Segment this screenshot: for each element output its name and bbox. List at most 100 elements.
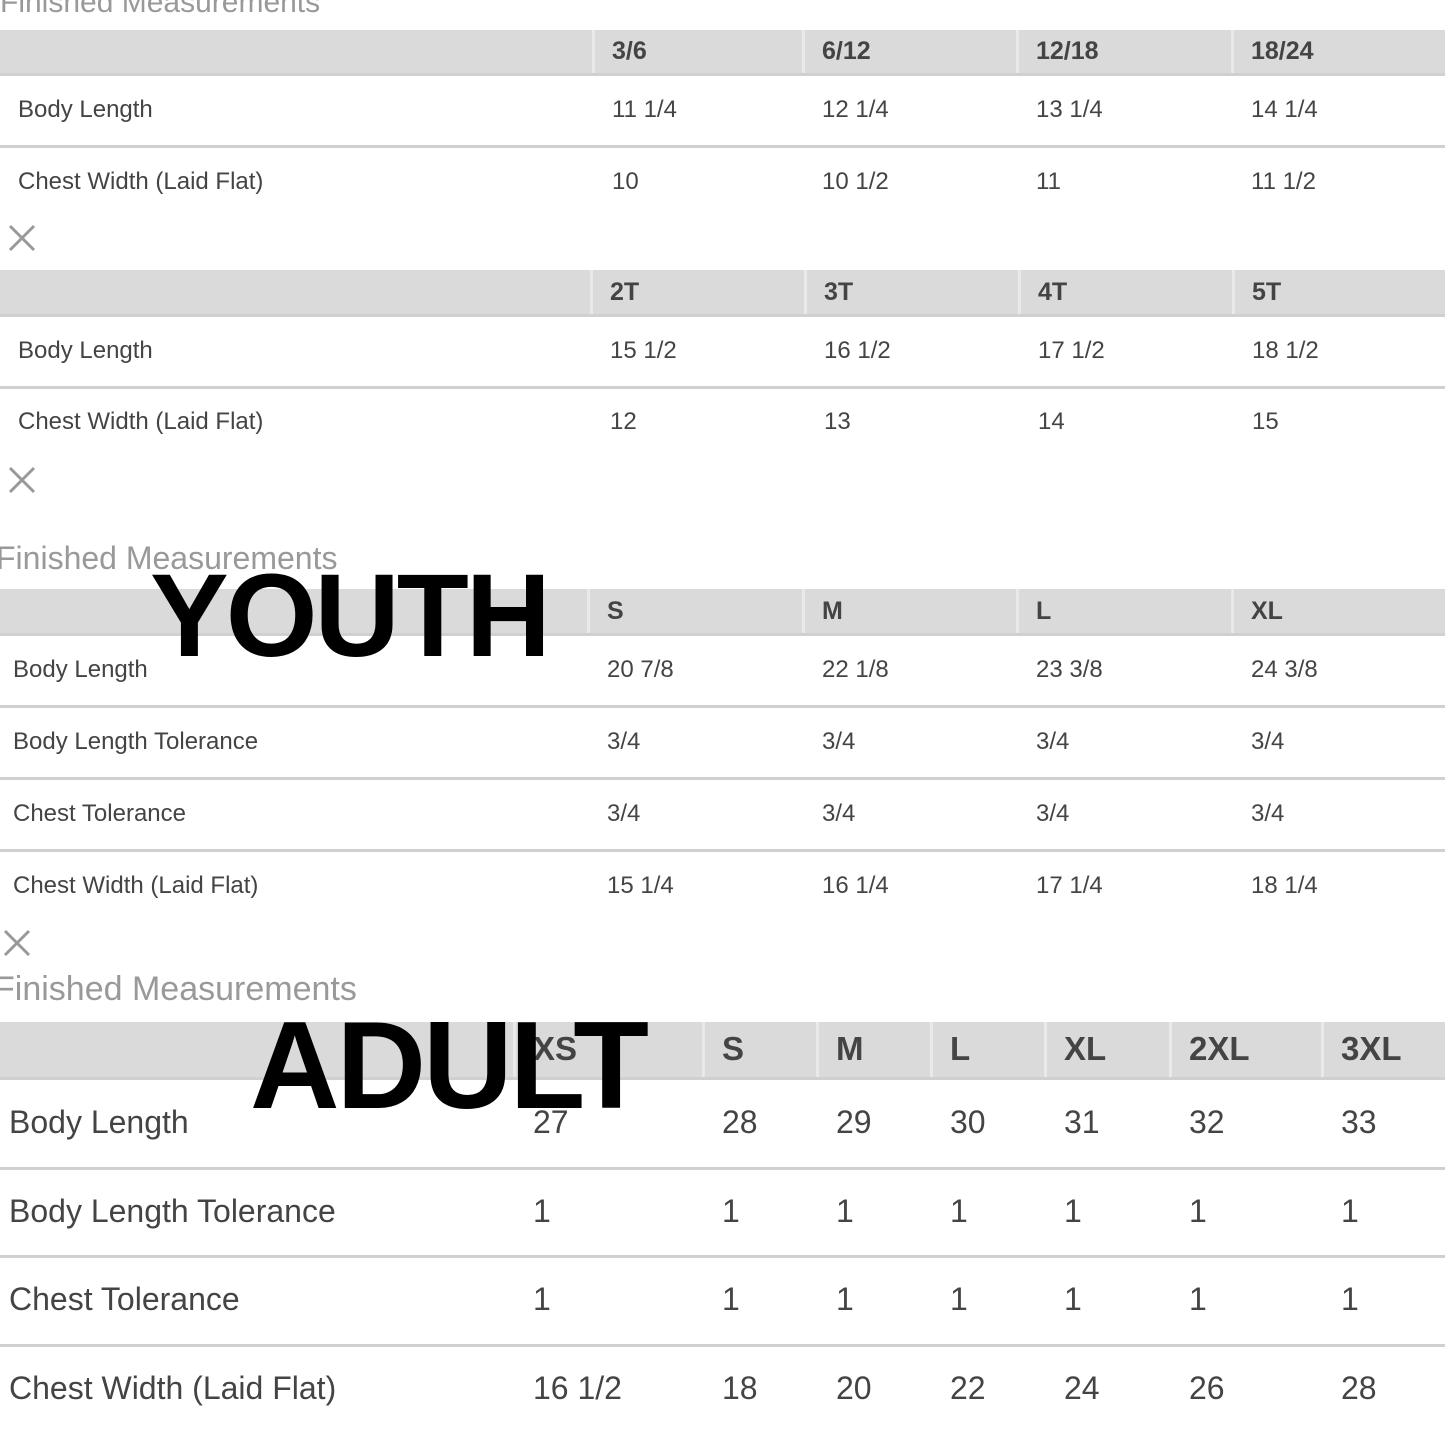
row-rule — [0, 705, 1445, 708]
column-separator — [1018, 270, 1021, 315]
column-separator — [804, 270, 807, 315]
cell-value: 28 — [1341, 1369, 1377, 1406]
overlay-label: ADULT — [250, 997, 649, 1135]
column-separator — [1321, 1022, 1324, 1078]
column-header: L — [950, 1030, 971, 1068]
cell-value: 11 — [1036, 167, 1061, 195]
cell-value: 1 — [1189, 1192, 1207, 1229]
cell-value: 16 1/2 — [533, 1369, 622, 1406]
row-label: Body Length — [18, 336, 153, 364]
cell-value: 22 — [950, 1369, 986, 1406]
cell-value: 26 — [1189, 1369, 1225, 1406]
cell-value: 11 1/2 — [1251, 167, 1316, 195]
column-header: XL — [1251, 596, 1283, 625]
header-band — [0, 270, 1445, 315]
column-header: 12/18 — [1036, 37, 1099, 65]
column-header: 2T — [610, 277, 640, 306]
row-label: Body Length — [9, 1103, 189, 1140]
close-button[interactable] — [8, 466, 36, 494]
cell-value: 28 — [722, 1103, 758, 1140]
close-icon — [8, 224, 36, 252]
cell-value: 24 — [1064, 1369, 1100, 1406]
close-button[interactable] — [8, 224, 36, 252]
column-separator — [590, 270, 593, 315]
cell-value: 16 1/4 — [822, 871, 889, 899]
row-rule — [0, 385, 1445, 389]
column-header: 3/6 — [612, 37, 647, 65]
row-label: Body Length Tolerance — [9, 1192, 336, 1229]
column-header: 4T — [1038, 277, 1068, 306]
column-separator — [513, 1022, 516, 1078]
cell-value: 3/4 — [822, 727, 856, 755]
cell-value: 30 — [950, 1103, 986, 1140]
section-title: Finished Measurements — [0, 970, 357, 1008]
cell-value: 24 3/8 — [1251, 655, 1318, 683]
column-separator — [930, 1022, 933, 1078]
row-rule — [0, 1166, 1445, 1170]
cell-value: 18 1/2 — [1252, 336, 1319, 364]
cell-value: 27 — [533, 1103, 569, 1140]
cell-value: 1 — [836, 1280, 854, 1317]
cell-value: 3/4 — [1036, 727, 1070, 755]
row-rule — [0, 777, 1445, 780]
row-label: Body Length — [18, 95, 153, 123]
cell-value: 1 — [950, 1192, 968, 1229]
column-separator — [1044, 1022, 1047, 1078]
cell-value: 1 — [1189, 1280, 1207, 1317]
cell-value: 16 1/2 — [824, 336, 891, 364]
cell-value: 1 — [1064, 1192, 1082, 1229]
cell-value: 14 1/4 — [1251, 95, 1318, 123]
cell-value: 3/4 — [1251, 727, 1285, 755]
cell-value: 10 — [612, 167, 639, 195]
column-header: 5T — [1252, 277, 1282, 306]
column-separator — [802, 30, 805, 74]
cell-value: 3/4 — [1036, 799, 1070, 827]
cell-value: 1 — [722, 1192, 740, 1229]
row-label: Chest Width (Laid Flat) — [9, 1369, 337, 1406]
row-label: Body Length — [13, 655, 148, 683]
close-icon — [3, 929, 31, 957]
column-header: 6/12 — [822, 37, 871, 65]
row-rule — [0, 1343, 1445, 1347]
row-label: Chest Tolerance — [13, 799, 186, 827]
cell-value: 13 1/4 — [1036, 95, 1103, 123]
column-header: M — [836, 1030, 864, 1068]
column-header: S — [607, 596, 624, 625]
cell-value: 1 — [722, 1280, 740, 1317]
row-label: Chest Width (Laid Flat) — [18, 407, 264, 435]
cell-value: 14 — [1038, 407, 1065, 435]
column-separator — [816, 1022, 819, 1078]
row-label: Chest Width (Laid Flat) — [13, 871, 259, 899]
cell-value: 12 — [610, 407, 637, 435]
cell-value: 29 — [836, 1103, 872, 1140]
cell-value: 20 7/8 — [607, 655, 674, 683]
column-header: S — [722, 1030, 745, 1068]
column-separator — [587, 589, 590, 634]
header-rule — [0, 73, 1445, 76]
section-title: Finished Measurements — [0, 0, 321, 19]
cell-value: 32 — [1189, 1103, 1225, 1140]
cell-value: 3/4 — [607, 799, 641, 827]
cell-value: 17 1/2 — [1038, 336, 1105, 364]
cell-value: 18 — [722, 1369, 758, 1406]
cell-value: 11 1/4 — [612, 95, 677, 123]
cell-value: 1 — [1341, 1192, 1359, 1229]
column-header: 3XL — [1341, 1030, 1402, 1068]
column-separator — [1016, 589, 1019, 634]
column-header: 2XL — [1189, 1030, 1250, 1068]
close-button[interactable] — [3, 929, 31, 957]
cell-value: 15 1/4 — [607, 871, 674, 899]
cell-value: 15 1/2 — [610, 336, 677, 364]
row-rule — [0, 145, 1445, 148]
column-separator — [1016, 30, 1019, 74]
cell-value: 23 3/8 — [1036, 655, 1103, 683]
column-header: 3T — [824, 277, 854, 306]
overlay-label: YOUTH — [150, 550, 551, 682]
column-separator — [1169, 1022, 1172, 1078]
row-rule — [0, 849, 1445, 852]
cell-value: 22 1/8 — [822, 655, 889, 683]
row-label: Body Length Tolerance — [13, 727, 259, 755]
cell-value: 1 — [1341, 1280, 1359, 1317]
header-band — [0, 1022, 1445, 1078]
